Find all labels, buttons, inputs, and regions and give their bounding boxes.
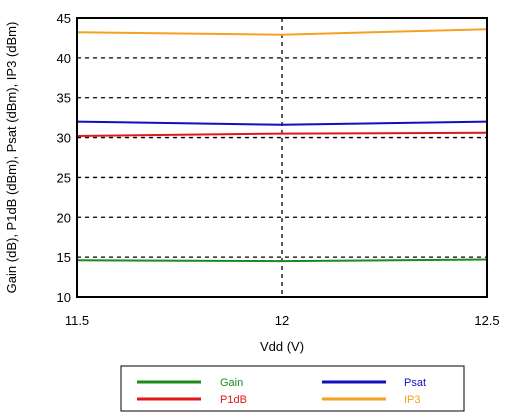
y-tick-label: 40 xyxy=(57,51,71,66)
y-tick-label: 45 xyxy=(57,11,71,26)
y-tick-label: 10 xyxy=(57,290,71,305)
x-tick-label: 11.5 xyxy=(65,313,89,328)
series-line-p1db xyxy=(76,131,488,137)
y-tick-label: 35 xyxy=(57,91,71,106)
x-tick-label: 12.5 xyxy=(474,313,499,328)
series-line-gain xyxy=(76,258,488,263)
grid xyxy=(77,18,487,297)
plot-area xyxy=(76,17,488,298)
legend-label-ip3: IP3 xyxy=(404,394,421,406)
legend-box xyxy=(120,365,465,412)
series-line-ip3 xyxy=(76,28,488,36)
x-axis-ticks: 11.5 12 12.5 xyxy=(65,313,500,328)
legend: Gain Psat P1dB IP3 xyxy=(120,365,465,412)
x-axis-label: Vdd (V) xyxy=(260,339,304,354)
y-axis-label: Gain (dB), P1dB (dBm), Psat (dBm), IP3 (… xyxy=(4,22,19,294)
series-line-psat xyxy=(76,120,488,126)
legend-label-gain: Gain xyxy=(220,377,243,389)
legend-label-psat: Psat xyxy=(404,377,426,389)
y-tick-label: 15 xyxy=(57,250,71,265)
y-tick-label: 20 xyxy=(57,210,71,225)
x-tick-label: 12 xyxy=(275,313,289,328)
y-tick-label: 25 xyxy=(57,170,71,185)
y-tick-label: 30 xyxy=(57,131,71,146)
legend-label-p1db: P1dB xyxy=(220,394,247,406)
series-lines xyxy=(76,28,488,263)
y-axis-ticks: 10 15 20 25 30 35 40 45 xyxy=(57,11,71,305)
